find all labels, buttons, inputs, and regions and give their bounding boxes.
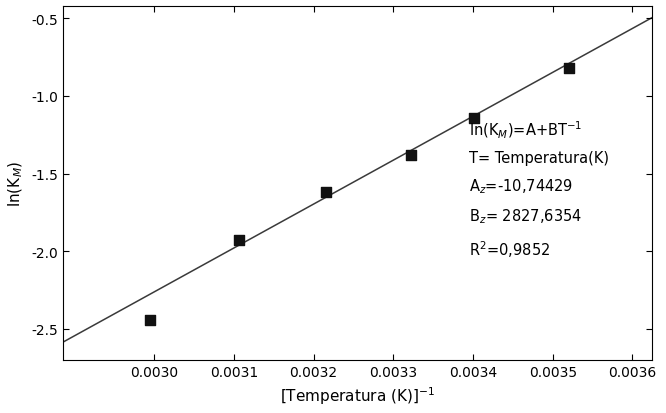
Point — [406, 152, 416, 159]
X-axis label: [Temperatura (K)]$^{-1}$: [Temperatura (K)]$^{-1}$ — [280, 385, 435, 406]
Point — [468, 115, 479, 122]
Point — [564, 66, 575, 72]
Y-axis label: ln(K$_{M}$): ln(K$_{M}$) — [7, 160, 25, 206]
Point — [144, 317, 155, 324]
Text: ln(K$_{M}$)=A+BT$^{-1}$
T= Temperatura(K)
A$_{z}$=-10,74429
B$_{z}$= 2827,6354
R: ln(K$_{M}$)=A+BT$^{-1}$ T= Temperatura(K… — [469, 120, 609, 259]
Point — [320, 190, 331, 196]
Point — [233, 237, 244, 243]
